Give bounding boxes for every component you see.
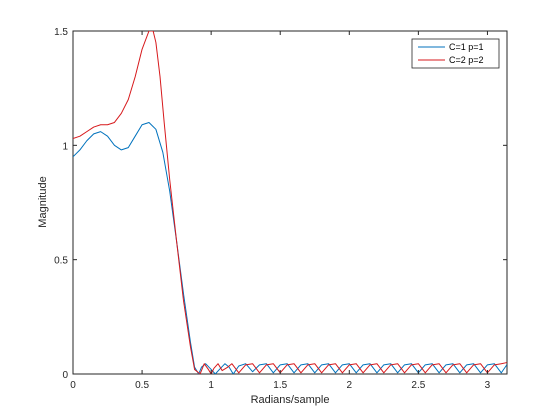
x-axis-label: Radians/sample — [251, 394, 330, 406]
y-tick-label: 1.5 — [54, 27, 68, 38]
plot-frame — [72, 30, 508, 375]
y-tick-label: 0.5 — [54, 256, 68, 267]
x-tick-label: 1 — [208, 380, 214, 391]
legend: C=1 p=1 C=2 p=2 — [411, 38, 500, 69]
y-axis-label: Magnitude — [37, 176, 49, 227]
legend-box — [411, 38, 500, 69]
legend-label-series-1: C=1 p=1 — [449, 42, 484, 52]
x-tick-label: 0.5 — [135, 380, 149, 391]
x-tick-label: 0 — [70, 380, 76, 391]
ticks-layer: 0 0.5 1 1.5 2 2.5 3 0 0.5 1 1.5 — [54, 27, 507, 391]
series-line-2 — [73, 31, 507, 374]
series-layer — [73, 31, 507, 374]
y-tick-label: 1 — [62, 141, 68, 152]
y-tick-label: 0 — [62, 370, 68, 381]
x-tick-label: 3 — [485, 380, 491, 391]
legend-label-series-2: C=2 p=2 — [449, 55, 484, 65]
x-tick-label: 1.5 — [273, 380, 287, 391]
x-tick-label: 2 — [347, 380, 353, 391]
x-tick-label: 2.5 — [411, 380, 425, 391]
plot-area: 0 0.5 1 1.5 2 2.5 3 0 0.5 1 1.5 — [54, 27, 508, 391]
